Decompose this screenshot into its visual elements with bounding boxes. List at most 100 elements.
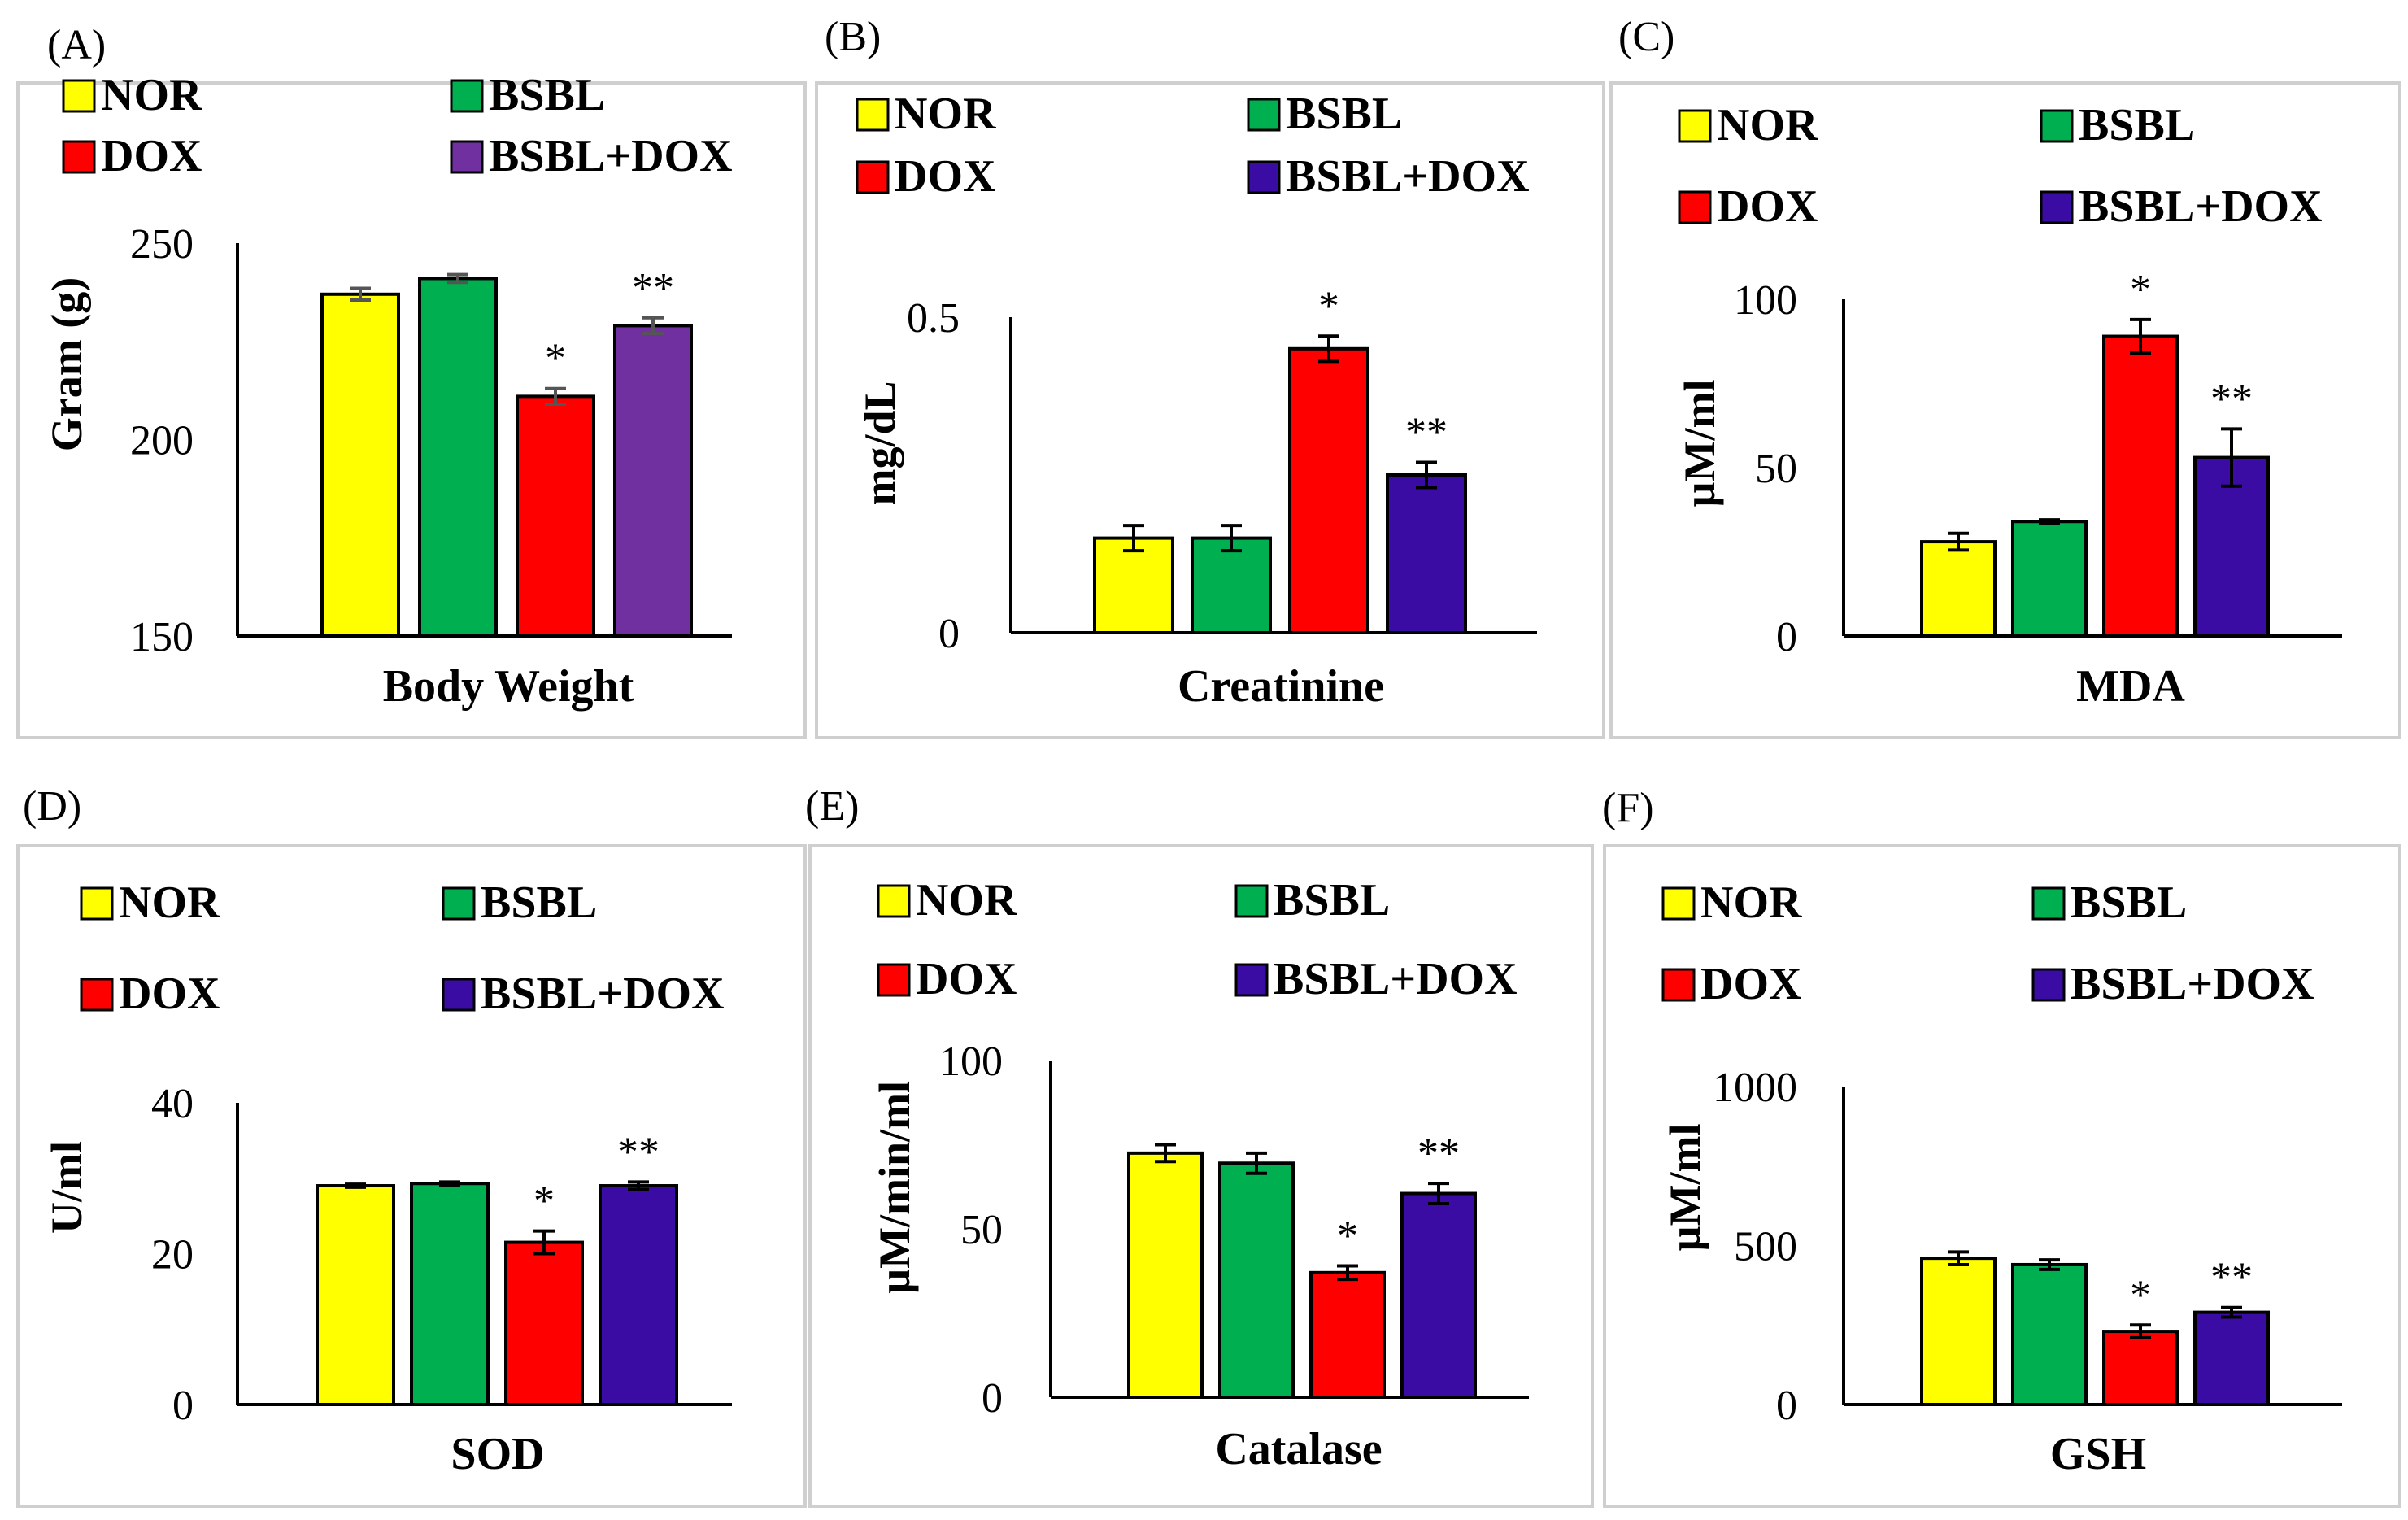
legend-swatch-bsbl bbox=[1234, 884, 1269, 918]
significance-bsbl-dox: ** bbox=[617, 1129, 660, 1175]
y-tick-label: 0 bbox=[938, 611, 960, 657]
y-axis-label: mg/dL bbox=[856, 381, 904, 505]
legend-label-dox: DOX bbox=[895, 151, 995, 202]
bar-bsbl-dox bbox=[1386, 473, 1467, 634]
legend-label-bsbl: BSBL bbox=[1286, 89, 1402, 139]
significance-bsbl-dox: ** bbox=[2210, 1255, 2253, 1301]
y-tick-label: 100 bbox=[939, 1039, 1003, 1085]
legend-swatch-bsbl-dox bbox=[1234, 963, 1269, 997]
x-axis-label: GSH bbox=[2050, 1429, 2146, 1479]
significance-bsbl-dox: ** bbox=[1417, 1130, 1460, 1177]
bar-dox bbox=[1288, 346, 1369, 634]
legend-swatch-nor bbox=[1661, 886, 1696, 921]
significance-dox: * bbox=[2130, 267, 2151, 313]
panel-frame bbox=[16, 844, 807, 1508]
y-axis-label: µM/min/ml bbox=[870, 1081, 919, 1294]
bar-dox bbox=[516, 394, 595, 638]
legend-label-nor: NOR bbox=[119, 878, 220, 928]
y-tick-label: 0.5 bbox=[907, 295, 960, 342]
y-axis-label: U/ml bbox=[42, 1141, 91, 1234]
legend-swatch-bsbl bbox=[2040, 109, 2074, 143]
y-tick-label: 0 bbox=[1776, 1383, 1797, 1429]
bar-bsbl bbox=[410, 1182, 490, 1407]
legend-label-bsbl-dox: BSBL+DOX bbox=[2079, 181, 2323, 232]
legend-label-bsbl-dox: BSBL+DOX bbox=[489, 131, 733, 181]
legend-label-nor: NOR bbox=[1717, 100, 1818, 150]
bar-nor bbox=[1127, 1151, 1204, 1399]
y-axis-label: µM/ml bbox=[1675, 379, 1724, 507]
y-tick-label: 20 bbox=[151, 1232, 194, 1278]
legend-swatch-bsbl-dox bbox=[442, 978, 476, 1012]
legend-swatch-dox bbox=[62, 140, 96, 174]
panel-frame bbox=[1603, 844, 2401, 1508]
legend-swatch-bsbl-dox bbox=[2040, 190, 2074, 224]
panel-letter: (E) bbox=[805, 783, 859, 830]
y-tick-label: 150 bbox=[130, 614, 194, 660]
panel-frame bbox=[1609, 81, 2401, 739]
legend-label-dox: DOX bbox=[916, 954, 1017, 1004]
panel-letter: (C) bbox=[1618, 14, 1674, 60]
significance-dox: * bbox=[545, 336, 566, 382]
legend-swatch-bsbl bbox=[1247, 98, 1281, 132]
legend-label-bsbl: BSBL bbox=[1274, 875, 1390, 926]
x-axis-label: Body Weight bbox=[383, 661, 634, 712]
legend-label-dox: DOX bbox=[1700, 959, 1801, 1009]
significance-bsbl-dox: ** bbox=[2210, 376, 2253, 422]
legend-swatch-nor bbox=[877, 884, 911, 918]
bar-bsbl-dox bbox=[1400, 1191, 1477, 1400]
legend-swatch-bsbl bbox=[442, 886, 476, 921]
y-axis-label: Gram (g) bbox=[42, 277, 91, 451]
y-axis-label: µM/ml bbox=[1661, 1123, 1709, 1251]
panel-frame bbox=[808, 844, 1594, 1508]
bar-nor bbox=[316, 1184, 395, 1407]
y-tick-label: 200 bbox=[130, 418, 194, 464]
bar-nor bbox=[1920, 540, 1997, 638]
y-tick-label: 40 bbox=[151, 1081, 194, 1127]
bar-dox bbox=[2102, 334, 2179, 638]
bar-bsbl bbox=[1218, 1161, 1295, 1400]
panel-2: (B) NOR BSBL DOX BSBL+DOX 0.5 0 mg/dL Creatinine… bbox=[815, 14, 1605, 739]
significance-dox: * bbox=[533, 1178, 555, 1225]
y-tick-label: 50 bbox=[1755, 446, 1797, 492]
bar-dox bbox=[2102, 1330, 2179, 1406]
bar-nor bbox=[1093, 536, 1174, 634]
significance-dox: * bbox=[1337, 1213, 1358, 1260]
legend-swatch-nor bbox=[62, 79, 96, 113]
legend-label-bsbl: BSBL bbox=[2079, 100, 2195, 150]
legend-label-nor: NOR bbox=[895, 89, 996, 139]
x-axis-label: SOD bbox=[451, 1429, 544, 1479]
significance-bsbl-dox: ** bbox=[1405, 409, 1448, 455]
panel-5: (E) NOR BSBL DOX BSBL+DOX 100 50 0 µM/min/ml Cata… bbox=[805, 783, 1594, 1508]
y-tick-label: 0 bbox=[1776, 614, 1797, 660]
x-axis-label: Creatinine bbox=[1178, 661, 1384, 712]
legend-label-bsbl-dox: BSBL+DOX bbox=[481, 969, 725, 1019]
panel-letter: (D) bbox=[23, 783, 81, 830]
bar-bsbl bbox=[418, 277, 498, 638]
legend-swatch-bsbl bbox=[450, 79, 484, 113]
legend-swatch-dox bbox=[856, 160, 890, 194]
bar-bsbl-dox bbox=[599, 1184, 678, 1407]
bar-dox bbox=[1309, 1270, 1386, 1399]
panel-1: (A)NOR BSBL DOX BSBL+DOX 250 200 150 Gram (g) Bo… bbox=[16, 22, 807, 739]
bar-bsbl bbox=[2011, 520, 2088, 638]
legend-label-dox: DOX bbox=[1717, 181, 1818, 232]
y-tick-label: 0 bbox=[982, 1375, 1003, 1422]
panel-letter: (B) bbox=[825, 14, 881, 60]
legend-label-nor: NOR bbox=[1700, 878, 1802, 928]
bar-bsbl bbox=[2011, 1262, 2088, 1406]
legend-label-nor: NOR bbox=[101, 70, 202, 120]
panel-letter: (A) bbox=[47, 22, 106, 68]
x-axis-label: MDA bbox=[2076, 661, 2185, 712]
legend-swatch-dox bbox=[1661, 968, 1696, 1002]
legend-swatch-nor bbox=[80, 886, 114, 921]
y-tick-label: 0 bbox=[172, 1383, 194, 1429]
legend-label-bsbl-dox: BSBL+DOX bbox=[2071, 959, 2314, 1009]
y-tick-label: 50 bbox=[960, 1207, 1003, 1253]
panel-frame bbox=[16, 81, 807, 739]
y-tick-label: 500 bbox=[1734, 1224, 1797, 1270]
legend-swatch-bsbl-dox bbox=[2031, 968, 2066, 1002]
legend-label-bsbl-dox: BSBL+DOX bbox=[1274, 954, 1518, 1004]
